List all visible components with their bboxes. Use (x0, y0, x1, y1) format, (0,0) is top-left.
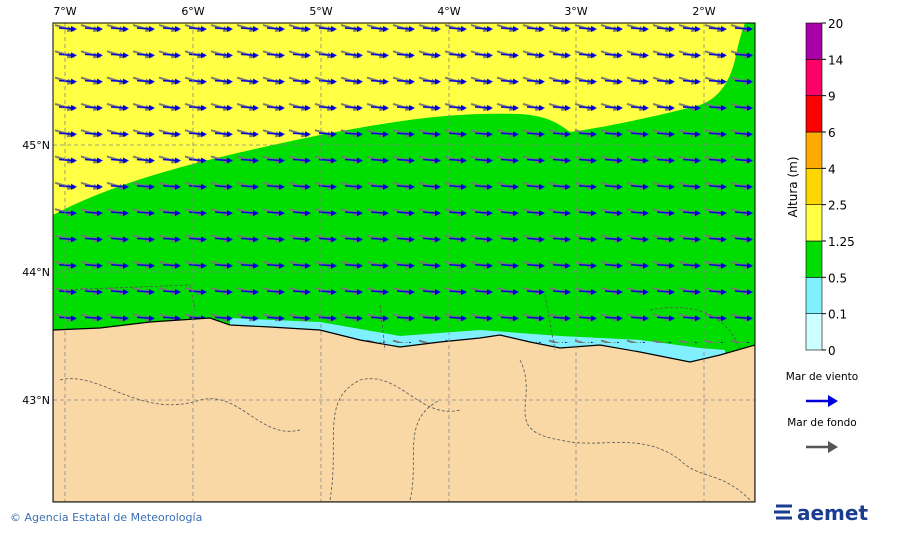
legend-arrow-head (828, 441, 838, 453)
colorbar-tick-label: 0.1 (828, 308, 847, 322)
lon-labels: 7°W 6°W 5°W 4°W 3°W 2°W (53, 5, 715, 18)
lon-label: 6°W (181, 5, 204, 18)
colorbar-segment (805, 59, 823, 96)
colorbar-tick-label: 0 (828, 344, 836, 358)
land (53, 317, 755, 502)
colorbar-tick-label: 6 (828, 126, 836, 140)
logo: aemet (774, 501, 868, 525)
colorbar-tick-label: 20 (828, 17, 843, 31)
legend-label: Mar de viento (786, 371, 858, 383)
colorbar-tick-label: 1.25 (828, 235, 855, 249)
lon-label: 5°W (309, 5, 332, 18)
logo-icon (774, 504, 792, 520)
lon-label: 4°W (437, 5, 460, 18)
lat-label: 45°N (22, 139, 50, 152)
colorbar-label: Altura (m) (786, 156, 800, 217)
wave-arrows (53, 23, 755, 343)
lon-label: 3°W (564, 5, 587, 18)
colorbar-segment (805, 313, 823, 351)
lat-label: 44°N (22, 266, 50, 279)
legend: Mar de viento Mar de fondo (786, 371, 858, 453)
lon-label: 2°W (692, 5, 715, 18)
legend-label: Mar de fondo (787, 417, 856, 429)
colorbar-segment (805, 277, 823, 314)
colorbar-tick-label: 9 (828, 90, 836, 104)
legend-arrow-head (828, 395, 838, 407)
colorbar-segment (805, 168, 823, 205)
admin-borders (59, 284, 751, 501)
map-area (53, 23, 755, 502)
lat-labels: 45°N 44°N 43°N (22, 139, 50, 407)
colorbar: 0 0.1 0.5 1.25 2.5 4 6 9 14 20 (805, 17, 855, 358)
colorbar-tick-label: 4 (828, 162, 836, 176)
colorbar-segment (805, 22, 823, 60)
colorbar-segment (805, 204, 823, 242)
logo-text: aemet (797, 501, 868, 525)
colorbar-tick-label: 14 (828, 53, 843, 67)
colorbar-tick-label: 2.5 (828, 199, 847, 213)
colorbar-segment (805, 131, 823, 169)
graticule (53, 23, 755, 502)
colorbar-segment (805, 240, 823, 278)
map-frame (52, 22, 756, 503)
colorbar-tick-label: 0.5 (828, 271, 847, 285)
credit: © Agencia Estatal de Meteorología (10, 511, 202, 524)
colorbar-segment (805, 95, 823, 133)
lat-label: 43°N (22, 394, 50, 407)
lon-label: 7°W (53, 5, 76, 18)
